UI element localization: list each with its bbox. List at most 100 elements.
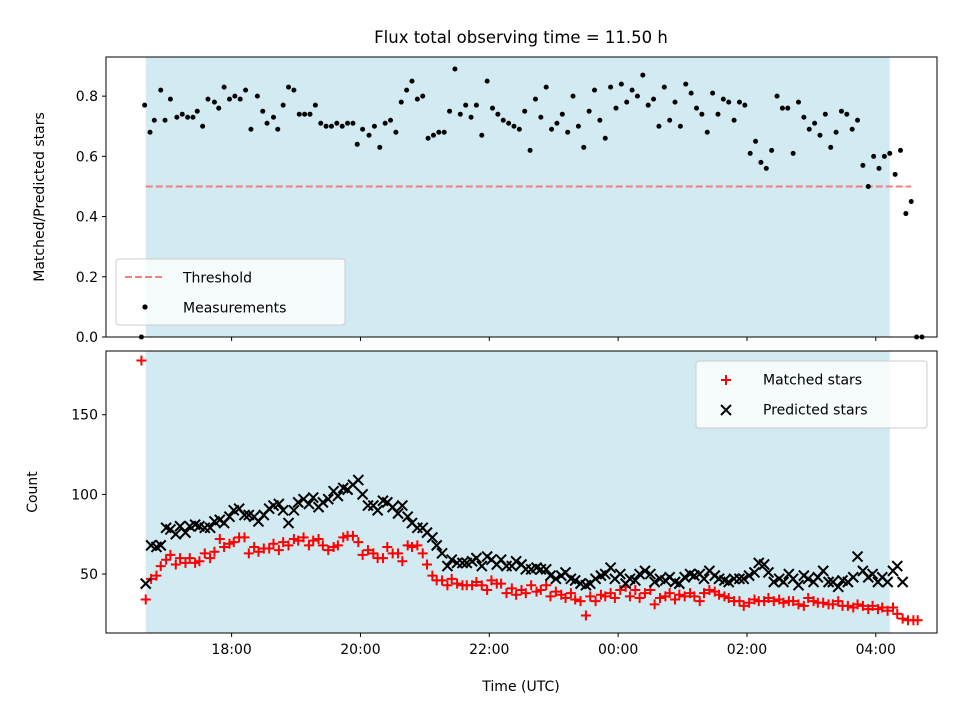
predicted-star-point <box>155 539 167 552</box>
ratio-y-ticks: 0.0 0.2 0.4 0.6 0.8 <box>76 89 106 346</box>
matched-star-point <box>243 548 254 559</box>
matched-star-point <box>565 588 576 599</box>
measurement-point <box>302 111 308 117</box>
measurement-point <box>688 90 694 96</box>
matched-star-point <box>520 588 531 599</box>
measurement-point <box>162 117 168 123</box>
matched-star-point <box>511 589 522 600</box>
measurement-point <box>634 93 640 99</box>
predicted-star-point <box>396 499 409 512</box>
x-tick-label: 02:00 <box>727 642 767 658</box>
matched-star-point <box>501 588 512 599</box>
predicted-star-point <box>762 566 775 579</box>
measurement-point <box>790 150 796 156</box>
measurement-point <box>753 138 759 144</box>
measurement-point <box>270 114 276 120</box>
measurement-point <box>366 132 372 138</box>
matched-star-point <box>393 548 404 559</box>
matched-star-point <box>170 559 181 570</box>
matched-star-point <box>897 613 908 624</box>
predicted-star-point <box>292 496 304 509</box>
predicted-star-point <box>550 573 562 585</box>
measurement-point <box>699 111 705 117</box>
measurement-point <box>876 165 882 171</box>
measurement-point <box>871 153 877 159</box>
x-tick-label: 00:00 <box>598 642 638 658</box>
matched-star-point <box>624 591 635 602</box>
matched-star-point <box>471 577 482 588</box>
y-tick-label: 150 <box>71 408 98 424</box>
measurement-point <box>527 147 533 153</box>
measurement-point <box>286 84 292 90</box>
measurement-point <box>538 114 544 120</box>
measurement-point <box>554 120 560 126</box>
matched-star-point <box>535 584 546 595</box>
measurement-point <box>672 99 678 105</box>
matched-star-point <box>723 592 734 603</box>
measurement-point <box>731 117 737 123</box>
measurement-point <box>328 123 334 129</box>
matched-star-point <box>308 535 319 546</box>
y-tick-label: 0.2 <box>76 270 98 286</box>
measurement-point <box>817 132 823 138</box>
legend-matched-label: Matched stars <box>763 373 862 389</box>
count-y-axis-label: Count <box>25 471 41 513</box>
measurement-point <box>409 78 415 84</box>
predicted-star-point <box>223 510 236 523</box>
predicted-star-point <box>768 576 780 588</box>
predicted-star-point <box>569 574 581 587</box>
predicted-star-point <box>648 576 661 588</box>
matched-star-point <box>412 540 423 551</box>
measurement-point <box>629 87 635 93</box>
measurement-point <box>441 129 447 135</box>
measurement-point <box>447 108 453 114</box>
measurement-point <box>151 117 157 123</box>
matched-star-point <box>298 532 309 543</box>
matched-star-point <box>422 559 433 570</box>
measurement-point <box>468 114 474 120</box>
measurement-point <box>205 96 211 102</box>
predicted-star-point <box>644 568 657 580</box>
measurement-point <box>651 96 657 102</box>
matched-star-point <box>590 596 601 607</box>
predicted-star-point <box>277 504 289 517</box>
measurement-point <box>758 159 764 165</box>
chart-title: Flux total observing time = 11.50 h <box>374 28 668 47</box>
predicted-star-point <box>356 488 369 501</box>
matched-star-point <box>268 538 279 549</box>
predicted-star-point <box>510 555 522 568</box>
predicted-star-point <box>140 577 152 590</box>
predicted-star-point <box>738 573 750 585</box>
measurement-point <box>833 129 839 135</box>
measurement-point <box>769 147 775 153</box>
matched-star-point <box>545 591 556 602</box>
measurement-point <box>865 183 871 189</box>
matched-star-point <box>214 534 225 544</box>
measurement-point <box>860 162 866 168</box>
matched-star-point <box>827 599 838 610</box>
measurement-point <box>430 132 436 138</box>
matched-star-point <box>912 615 923 626</box>
matched-star-point <box>406 541 417 552</box>
matched-star-point <box>763 592 774 603</box>
matched-star-point <box>842 600 853 611</box>
matched-star-point <box>228 537 239 548</box>
matched-star-point <box>882 605 893 616</box>
measurement-point <box>200 123 206 129</box>
predicted-star-point <box>866 568 879 580</box>
predicted-star-point <box>544 569 557 582</box>
predicted-star-point <box>589 573 602 585</box>
matched-star-point <box>273 545 284 556</box>
measurement-point <box>806 126 812 132</box>
matched-star-point <box>664 588 675 599</box>
matched-star-point <box>140 594 151 605</box>
measurement-point <box>613 105 619 111</box>
matched-star-point <box>446 573 457 584</box>
matched-star-point <box>146 573 157 584</box>
matched-star-point <box>205 553 216 564</box>
measurement-point <box>704 129 710 135</box>
measurement-point <box>323 123 329 129</box>
predicted-star-point <box>881 576 894 588</box>
measurement-point <box>457 111 463 117</box>
